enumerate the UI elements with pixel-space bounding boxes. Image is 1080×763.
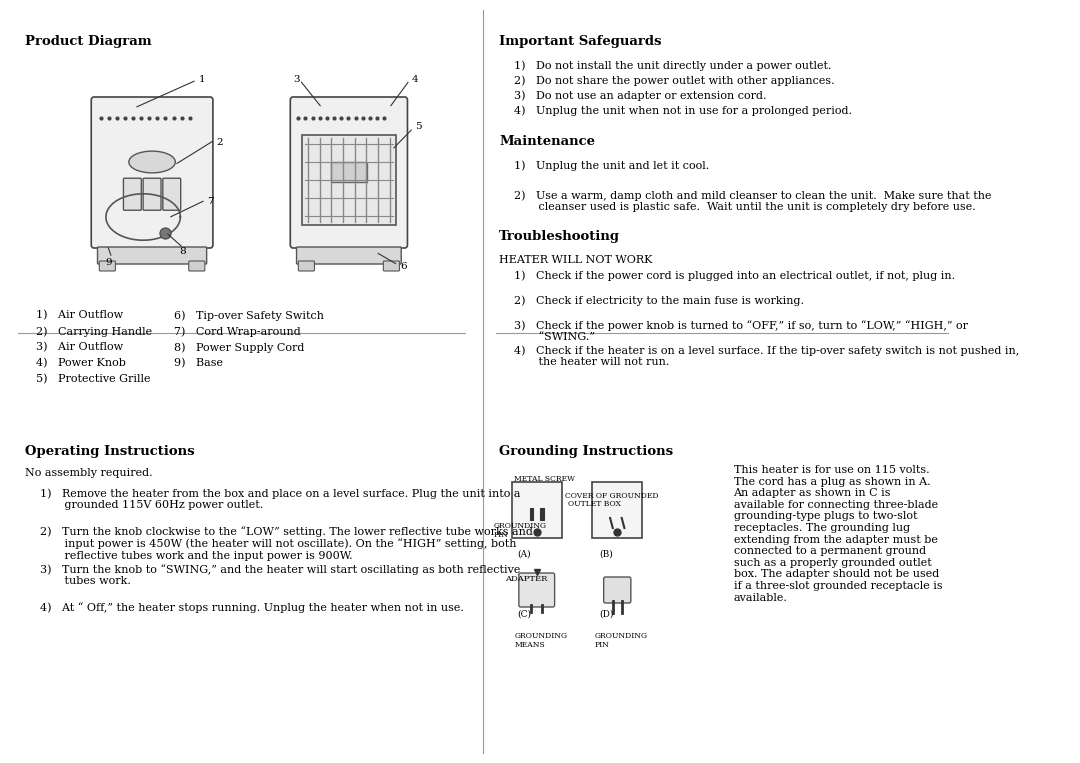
Text: 2)   Turn the knob clockwise to the “LOW” setting. The lower reflective tube wor: 2) Turn the knob clockwise to the “LOW” … — [40, 526, 534, 561]
Text: 2)   Check if electricity to the main fuse is working.: 2) Check if electricity to the main fuse… — [514, 295, 805, 305]
Text: 3)   Air Outflow: 3) Air Outflow — [36, 342, 123, 353]
Text: 1)   Do not install the unit directly under a power outlet.: 1) Do not install the unit directly unde… — [514, 60, 832, 70]
Text: 2)   Do not share the power outlet with other appliances.: 2) Do not share the power outlet with ot… — [514, 75, 835, 85]
FancyBboxPatch shape — [163, 179, 180, 211]
Text: 4: 4 — [411, 75, 418, 84]
Text: OUTLET BOX: OUTLET BOX — [568, 500, 621, 508]
Text: 8)   Power Supply Cord: 8) Power Supply Cord — [175, 342, 305, 353]
Text: 4)   At “ Off,” the heater stops running. Unplug the heater when not in use.: 4) At “ Off,” the heater stops running. … — [40, 602, 464, 613]
Text: 6: 6 — [400, 262, 406, 271]
FancyBboxPatch shape — [291, 97, 407, 248]
Text: 8: 8 — [179, 247, 186, 256]
Text: 1)   Air Outflow: 1) Air Outflow — [36, 310, 123, 320]
FancyBboxPatch shape — [189, 261, 205, 271]
Text: Important Safeguards: Important Safeguards — [499, 35, 662, 48]
Bar — [330, 162, 367, 182]
Bar — [529, 508, 534, 520]
Text: 2: 2 — [216, 138, 224, 147]
Text: 3)   Turn the knob to “SWING,” and the heater will start oscillating as both ref: 3) Turn the knob to “SWING,” and the hea… — [40, 564, 521, 587]
Bar — [302, 135, 396, 225]
Bar — [592, 482, 643, 538]
Ellipse shape — [129, 151, 175, 173]
Text: 1)   Unplug the unit and let it cool.: 1) Unplug the unit and let it cool. — [514, 160, 710, 171]
Text: Maintenance: Maintenance — [499, 135, 595, 148]
FancyBboxPatch shape — [99, 261, 116, 271]
Text: 1: 1 — [199, 75, 205, 84]
Bar — [512, 482, 562, 538]
Text: 2)   Carrying Handle: 2) Carrying Handle — [36, 326, 152, 336]
Text: 4)   Unplug the unit when not in use for a prolonged period.: 4) Unplug the unit when not in use for a… — [514, 105, 852, 115]
Text: 3)   Do not use an adapter or extension cord.: 3) Do not use an adapter or extension co… — [514, 90, 767, 101]
FancyBboxPatch shape — [518, 573, 555, 607]
FancyBboxPatch shape — [383, 261, 400, 271]
Text: (D): (D) — [599, 610, 613, 619]
Text: Troubleshooting: Troubleshooting — [499, 230, 620, 243]
FancyBboxPatch shape — [298, 261, 314, 271]
FancyBboxPatch shape — [297, 247, 401, 264]
Bar — [540, 508, 544, 520]
Text: METAL SCREW: METAL SCREW — [514, 475, 576, 483]
Text: 1)   Remove the heater from the box and place on a level surface. Plug the unit : 1) Remove the heater from the box and pl… — [40, 488, 521, 510]
Text: 6)   Tip-over Safety Switch: 6) Tip-over Safety Switch — [175, 310, 324, 320]
Text: 4)   Power Knob: 4) Power Knob — [36, 358, 125, 369]
Text: 3)   Check if the power knob is turned to “OFF,” if so, turn to “LOW,” “HIGH,” o: 3) Check if the power knob is turned to … — [514, 320, 969, 343]
Text: Product Diagram: Product Diagram — [25, 35, 151, 48]
FancyBboxPatch shape — [144, 179, 161, 211]
FancyBboxPatch shape — [97, 247, 206, 264]
Text: Operating Instructions: Operating Instructions — [25, 445, 194, 458]
Text: GROUNDING
MEANS: GROUNDING MEANS — [514, 632, 567, 649]
Text: No assembly required.: No assembly required. — [25, 468, 152, 478]
Text: COVER OF GROUNDED: COVER OF GROUNDED — [565, 492, 659, 500]
Text: 7: 7 — [207, 197, 214, 206]
Text: 9: 9 — [106, 258, 112, 267]
Text: 5: 5 — [415, 122, 421, 131]
Text: HEATER WILL NOT WORK: HEATER WILL NOT WORK — [499, 255, 652, 265]
Text: GROUNDING
PIN: GROUNDING PIN — [494, 522, 546, 539]
FancyBboxPatch shape — [604, 577, 631, 603]
FancyBboxPatch shape — [123, 179, 141, 211]
FancyBboxPatch shape — [91, 97, 213, 248]
Text: 1)   Check if the power cord is plugged into an electrical outlet, if not, plug : 1) Check if the power cord is plugged in… — [514, 270, 956, 281]
Text: 7)   Cord Wrap-around: 7) Cord Wrap-around — [175, 326, 301, 336]
Text: 4)   Check if the heater is on a level surface. If the tip-over safety switch is: 4) Check if the heater is on a level sur… — [514, 345, 1020, 367]
Text: 2)   Use a warm, damp cloth and mild cleanser to clean the unit.  Make sure that: 2) Use a warm, damp cloth and mild clean… — [514, 190, 991, 212]
Text: GROUNDING
PIN: GROUNDING PIN — [595, 632, 648, 649]
Text: ADAPTER: ADAPTER — [505, 575, 548, 583]
Text: (B): (B) — [599, 550, 613, 559]
Text: Grounding Instructions: Grounding Instructions — [499, 445, 673, 458]
Text: 9)   Base: 9) Base — [175, 358, 224, 369]
Text: (C): (C) — [517, 610, 531, 619]
Text: 3: 3 — [294, 75, 300, 84]
Text: 5)   Protective Grille: 5) Protective Grille — [36, 374, 150, 385]
Text: This heater is for use on 115 volts.
The cord has a plug as shown in A.
An adapt: This heater is for use on 115 volts. The… — [733, 465, 942, 603]
Text: (A): (A) — [517, 550, 530, 559]
